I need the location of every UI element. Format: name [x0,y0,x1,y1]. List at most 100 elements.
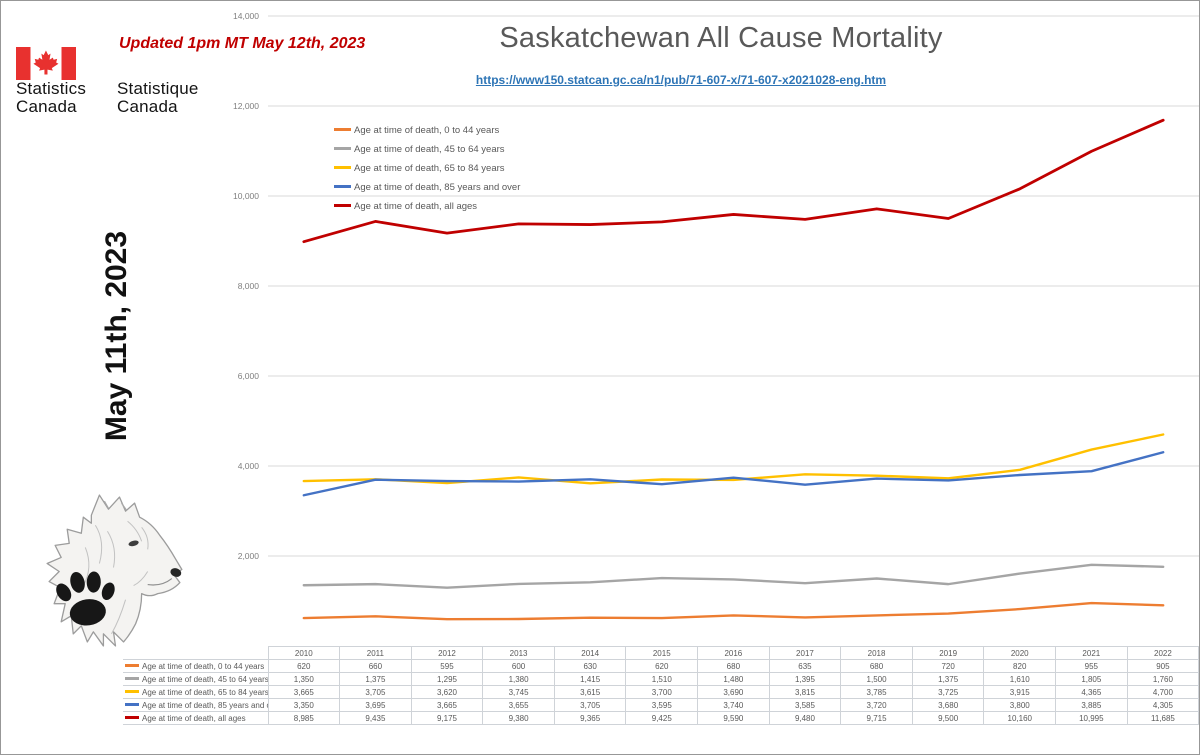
source-link-container: https://www150.statcan.gc.ca/n1/pub/71-6… [381,71,981,89]
table-year-header: 2014 [553,646,627,660]
table-year-header: 2010 [267,646,341,660]
wolf-eye [128,540,139,547]
table-value-cell: 3,815 [768,685,842,699]
table-value-cell: 3,585 [768,698,842,712]
legend-key-icon [334,185,351,188]
table-corner-cell [123,647,268,660]
y-axis-tick-label: 2,000 [238,551,260,561]
table-row-label: Age at time of death, 65 to 84 years [123,685,269,699]
table-legend-key-icon [125,676,139,680]
wordmark-english: Statistics Canada [16,80,86,116]
flag-left-bar [16,47,31,80]
table-value-cell: 3,665 [267,685,341,699]
table-legend-key-icon [125,663,139,667]
wolf-sketch-image [46,494,183,647]
table-year-header: 2021 [1055,646,1128,660]
table-value-cell: 620 [625,659,699,673]
table-value-cell: 635 [768,659,842,673]
table-value-cell: 1,295 [410,672,484,686]
table-value-cell: 9,500 [911,711,985,725]
wolf-ear-inner [103,500,128,511]
table-value-cell: 3,705 [553,698,627,712]
legend-label: Age at time of death, 65 to 84 years [354,163,505,174]
table-value-cell: 3,615 [553,685,627,699]
wordmark-canada-fr: Canada [117,97,178,116]
table-year-header: 2017 [768,646,842,660]
chart-data-table: 2010 2011 2012 2013 2014 2015 2016 2017 2018 2019… [123,646,1199,725]
table-year-header: 2020 [983,646,1057,660]
legend-label: Age at time of death, 0 to 44 years [354,125,500,136]
table-value-cell: 3,740 [697,698,770,712]
table-value-cell: 3,915 [983,685,1057,699]
table-value-cell: 9,590 [697,711,770,725]
table-value-cell: 820 [983,659,1057,673]
y-axis-tick-label: 8,000 [238,281,260,291]
table-value-cell: 3,785 [840,685,913,699]
paw-print-icon [56,571,115,626]
wolf-head-outline [46,494,183,647]
table-value-cell: 1,375 [339,672,412,686]
table-value-cell: 1,375 [911,672,985,686]
y-axis-tick-label: 6,000 [238,371,260,381]
legend-item-age-at-time-of-death-45-to-64-years: Age at time of death, 45 to 64 years [334,140,520,159]
legend-item-age-at-time-of-death-0-to-44-years: Age at time of death, 0 to 44 years [334,121,520,140]
chart-legend: Age at time of death, 0 to 44 years Age a… [334,121,520,216]
wolf-nose [170,568,182,577]
table-value-cell: 1,510 [625,672,699,686]
y-axis-tick-label: 10,000 [233,191,259,201]
table-value-cell: 9,425 [625,711,699,725]
table-legend-key-icon [125,689,139,693]
table-value-cell: 3,690 [697,685,770,699]
table-year-header: 2018 [840,646,913,660]
wolf-fur-shading [82,520,149,635]
table-year-header: 2011 [339,646,412,660]
table-value-cell: 1,610 [983,672,1057,686]
table-row-age-at-time-of-death-all-ages: Age at time of death, all ages 8,985 9,435… [123,711,1199,725]
table-value-cell: 4,700 [1126,685,1199,699]
legend-label: Age at time of death, 45 to 64 years [354,144,505,155]
table-value-cell: 9,175 [410,711,484,725]
legend-key-icon [334,204,351,207]
wordmark-canada-en: Canada [16,97,77,116]
wordmark-french: Statistique Canada [117,80,199,116]
table-value-cell: 4,365 [1055,685,1128,699]
table-value-cell: 680 [697,659,770,673]
table-row-age-at-time-of-death-85-years-and-over: Age at time of death, 85 years and over3… [123,698,1199,712]
table-value-cell: 3,885 [1055,698,1128,712]
table-value-cell: 10,995 [1055,711,1128,725]
table-legend-key-icon [125,715,139,719]
table-value-cell: 720 [911,659,985,673]
table-row-label: Age at time of death, 0 to 44 years [123,659,269,673]
table-year-header: 2015 [625,646,699,660]
legend-label: Age at time of death, all ages [354,201,478,212]
y-axis-tick-label: 4,000 [238,461,260,471]
table-value-cell: 1,395 [768,672,842,686]
table-value-cell: 3,350 [267,698,341,712]
table-row-age-at-time-of-death-0-to-44-years: Age at time of death, 0 to 44 years 620 66… [123,659,1199,673]
table-value-cell: 630 [553,659,627,673]
table-value-cell: 3,725 [911,685,985,699]
table-row-label: Age at time of death, 85 years and over [123,698,269,712]
table-value-cell: 3,595 [625,698,699,712]
table-value-cell: 3,680 [911,698,985,712]
legend-key-icon [334,147,351,150]
table-value-cell: 955 [1055,659,1128,673]
table-row-age-at-time-of-death-65-to-84-years: Age at time of death, 65 to 84 years 3,66… [123,685,1199,699]
table-value-cell: 3,800 [983,698,1057,712]
table-value-cell: 905 [1126,659,1199,673]
table-value-cell: 8,985 [267,711,341,725]
table-year-header: 2016 [697,646,770,660]
source-url-link[interactable]: https://www150.statcan.gc.ca/n1/pub/71-6… [475,73,887,87]
vertical-date-label: May 11th, 2023 [100,230,133,442]
table-year-header: 2012 [410,646,484,660]
table-value-cell: 3,665 [410,698,484,712]
table-value-cell: 600 [482,659,555,673]
table-row-age-at-time-of-death-45-to-64-years: Age at time of death, 45 to 64 years 1,35… [123,672,1199,686]
table-value-cell: 3,745 [482,685,555,699]
table-value-cell: 1,350 [267,672,341,686]
table-value-cell: 620 [267,659,341,673]
table-value-cell: 9,435 [339,711,412,725]
table-value-cell: 3,655 [482,698,555,712]
y-axis-tick-label: 12,000 [233,101,259,111]
